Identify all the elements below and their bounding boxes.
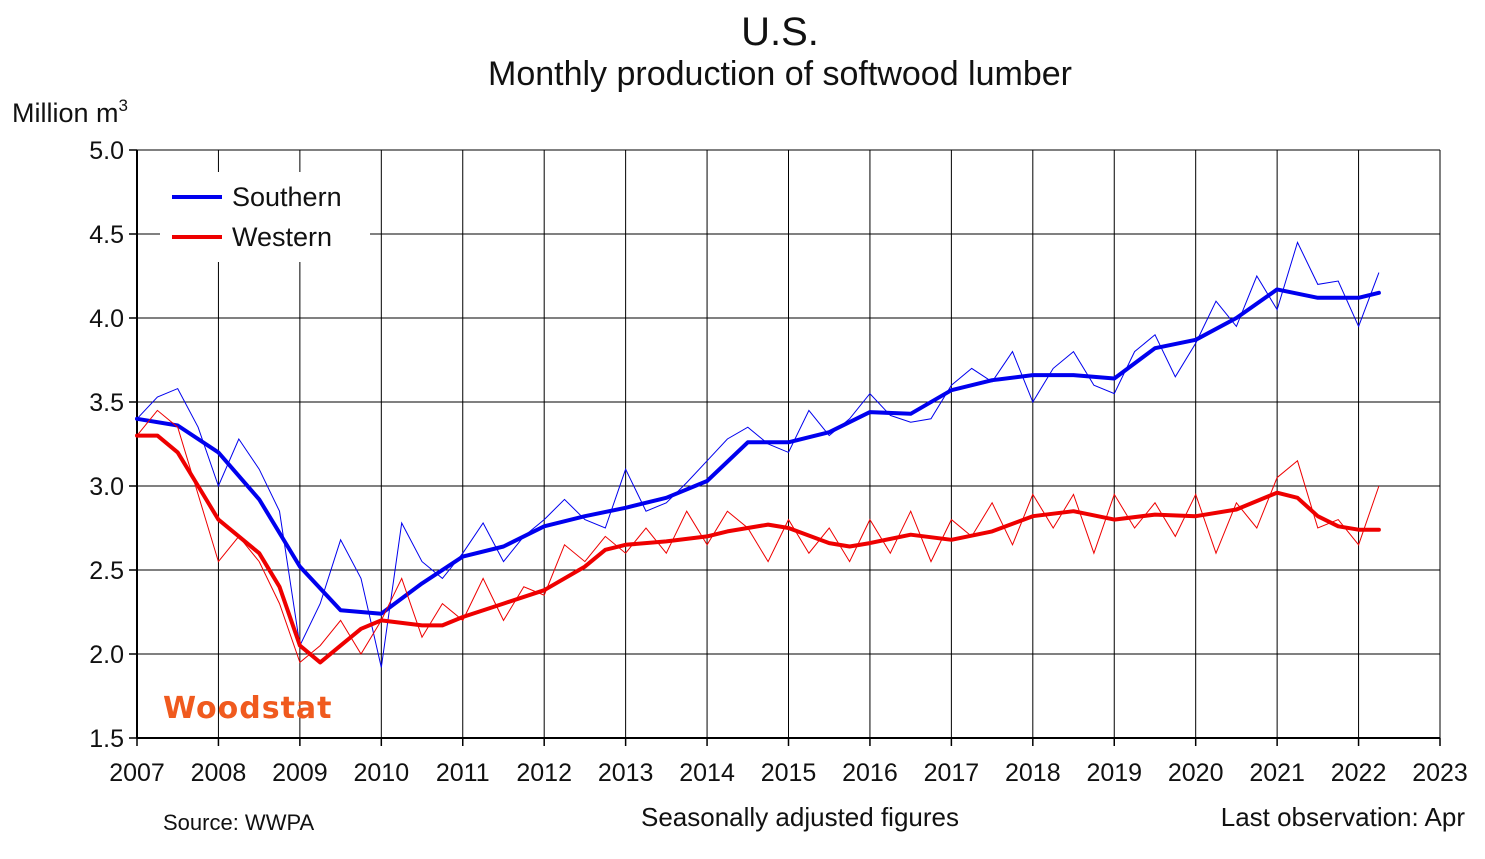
y-axis-label: Million m3	[12, 96, 128, 128]
grid	[136, 149, 1441, 739]
chart-title: U.S.	[741, 10, 819, 54]
seasonal-note: Seasonally adjusted figures	[641, 802, 959, 832]
y-tick-label: 3.5	[89, 389, 124, 417]
x-axis-ticks: 2007 2008 2009 2010 2011 2012 2013 2014 2015 2016…	[109, 738, 1468, 787]
y-tick-label: 4.5	[89, 221, 124, 249]
x-tick-label: 2013	[598, 759, 654, 787]
y-tick-label: 1.5	[89, 725, 124, 753]
x-tick-label: 2011	[436, 759, 490, 787]
chart-subtitle: Monthly production of softwood lumber	[488, 55, 1072, 93]
x-tick-label: 2018	[1005, 759, 1061, 787]
x-tick-label: 2021	[1249, 759, 1305, 787]
x-tick-label: 2023	[1412, 759, 1468, 787]
legend-label-southern: Southern	[232, 182, 342, 212]
x-tick-label: 2014	[679, 759, 735, 787]
x-tick-label: 2008	[191, 759, 247, 787]
y-tick-label: 3.0	[89, 473, 124, 501]
y-axis-label-superscript: 3	[119, 96, 128, 115]
x-tick-label: 2020	[1168, 759, 1224, 787]
legend-box	[160, 172, 370, 262]
series-raw-western	[136, 409, 1380, 664]
y-tick-label: 2.5	[89, 557, 124, 585]
x-tick-label: 2007	[109, 759, 165, 787]
x-tick-label: 2019	[1086, 759, 1142, 787]
series-trend-southern	[135, 287, 1381, 616]
legend: Southern Western	[160, 172, 370, 262]
y-tick-label: 5.0	[89, 137, 124, 165]
x-tick-label: 2009	[272, 759, 328, 787]
y-tick-label: 4.0	[89, 305, 124, 333]
series-layer	[135, 241, 1381, 668]
y-axis-ticks: 1.5 2.0 2.5 3.0 3.5 4.0 4.5 5.0	[89, 137, 137, 753]
source-note: Source: WWPA	[163, 810, 315, 835]
x-tick-label: 2017	[924, 759, 980, 787]
woodstat-logo: Woodstat	[163, 691, 333, 726]
series-trend-western	[135, 433, 1381, 665]
last-observation-note: Last observation: Apr	[1221, 802, 1466, 832]
y-axis-label-text: Million m	[12, 98, 119, 128]
y-tick-label: 2.0	[89, 641, 124, 669]
x-tick-label: 2012	[516, 759, 572, 787]
x-tick-label: 2022	[1331, 759, 1387, 787]
legend-label-western: Western	[232, 222, 332, 252]
x-tick-label: 2015	[761, 759, 817, 787]
x-tick-label: 2010	[354, 759, 410, 787]
x-tick-label: 2016	[842, 759, 898, 787]
series-raw-southern	[136, 241, 1380, 668]
